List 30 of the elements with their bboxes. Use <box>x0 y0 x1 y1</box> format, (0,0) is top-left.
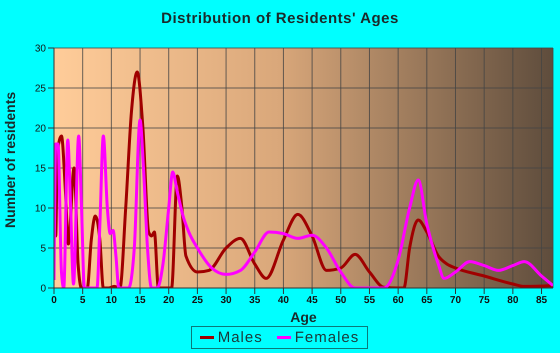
legend-label: Females <box>294 329 360 346</box>
chart-title: Distribution of Residents' Ages <box>160 10 400 27</box>
x-tick-label: 30 <box>220 295 232 306</box>
y-tick-label: 0 <box>40 284 46 295</box>
x-tick-label: 55 <box>364 295 376 306</box>
x-tick-label: 20 <box>163 295 175 306</box>
y-axis-title: Number of residents <box>2 92 18 228</box>
y-tick-label: 5 <box>40 244 46 255</box>
x-tick-label: 70 <box>450 295 462 306</box>
y-tick-label: 10 <box>34 204 46 215</box>
y-tick-label: 20 <box>34 124 46 135</box>
x-tick-label: 40 <box>278 295 290 306</box>
y-tick-label: 30 <box>34 44 46 55</box>
x-tick-label: 60 <box>392 295 404 306</box>
y-tick-label: 15 <box>34 164 46 175</box>
x-tick-label: 45 <box>306 295 318 306</box>
x-tick-label: 50 <box>335 295 347 306</box>
legend-label: Males <box>216 329 263 346</box>
x-tick-label: 5 <box>80 295 86 306</box>
x-tick-label: 80 <box>507 295 519 306</box>
x-tick-label: 25 <box>192 295 204 306</box>
x-tick-label: 15 <box>134 295 146 306</box>
x-tick-label: 10 <box>106 295 118 306</box>
y-tick-label: 25 <box>34 84 46 95</box>
x-tick-label: 65 <box>421 295 433 306</box>
x-tick-label: 35 <box>249 295 261 306</box>
x-axis-title: Age <box>290 309 317 325</box>
x-tick-label: 75 <box>478 295 490 306</box>
x-tick-label: 85 <box>536 295 548 306</box>
x-tick-label: 0 <box>51 295 58 306</box>
